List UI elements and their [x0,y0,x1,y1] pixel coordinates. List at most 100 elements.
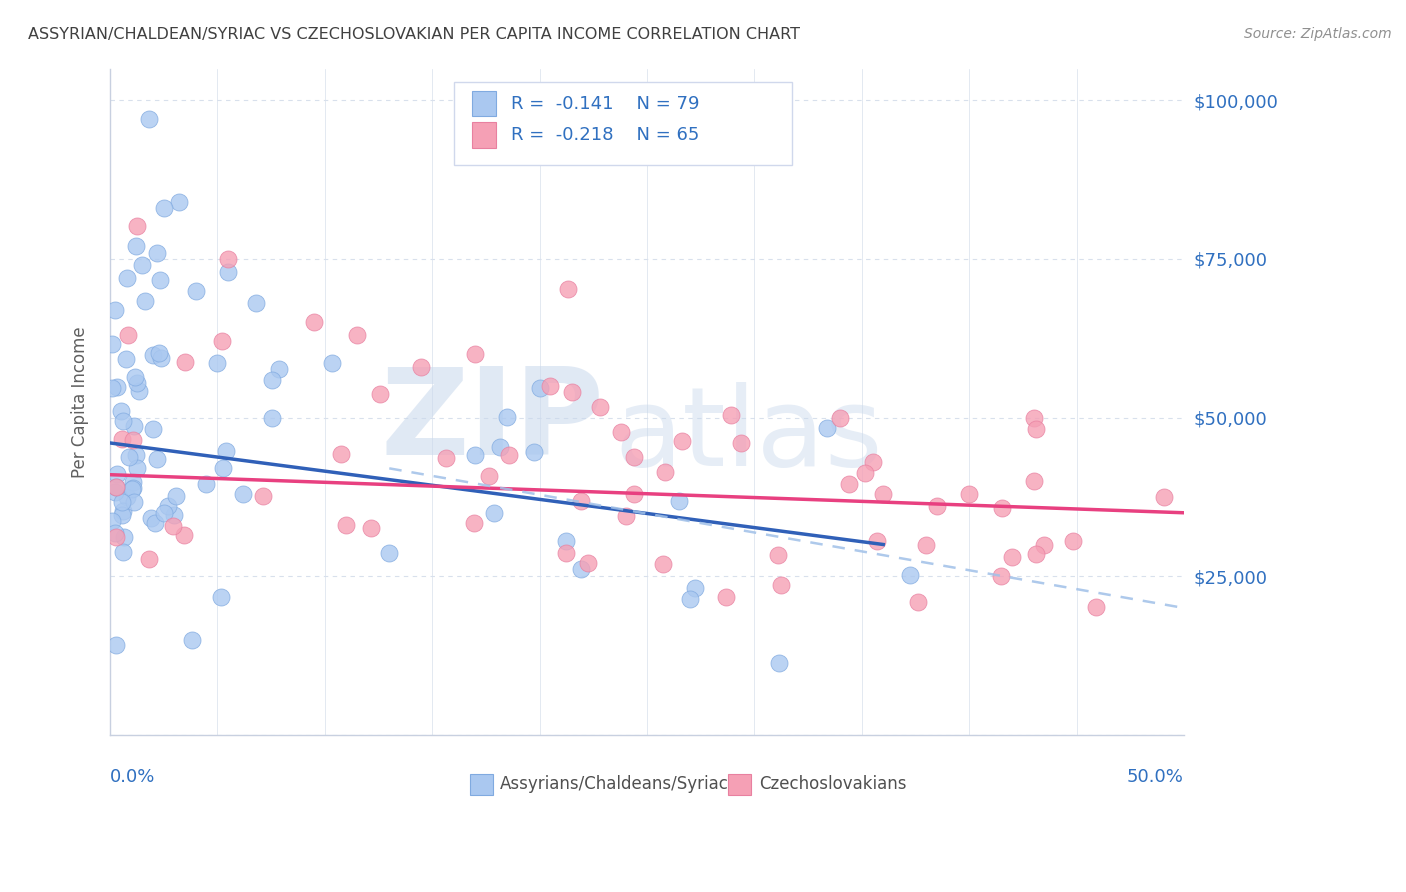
Point [768,549,790,563]
Point [668,494,690,508]
Point [555,546,578,560]
Point [1025,422,1047,436]
Point [957,487,980,501]
Point [121,482,143,496]
Point [114,352,136,367]
Point [489,440,512,454]
Point [652,558,675,572]
Point [212,461,235,475]
Point [104,525,127,540]
Point [122,475,145,489]
Text: Assyrians/Chaldeans/Syriacs: Assyrians/Chaldeans/Syriacs [501,775,738,793]
Point [211,334,233,348]
Point [862,455,884,469]
Point [138,552,160,566]
Point [105,467,128,481]
Point [484,506,506,520]
Text: Czechoslovakians: Czechoslovakians [759,775,907,793]
Point [898,567,921,582]
Point [523,445,546,459]
Point [110,508,132,522]
Point [141,511,163,525]
Point [105,480,128,494]
Point [105,638,128,652]
Point [138,112,160,127]
Point [125,219,148,234]
Point [112,504,135,518]
Point [377,546,399,560]
Text: atlas: atlas [614,382,883,489]
Point [330,447,353,461]
Point [153,506,176,520]
Point [184,284,207,298]
Point [346,328,368,343]
Point [112,530,135,544]
Point [125,461,148,475]
Point [101,381,124,395]
Point [463,516,485,531]
Point [104,302,127,317]
Point [111,495,134,509]
Point [165,489,187,503]
Point [335,517,357,532]
Point [117,450,139,464]
Point [321,356,343,370]
Point [907,595,929,609]
Text: R =  -0.141    N = 79: R = -0.141 N = 79 [510,95,699,113]
Point [146,245,169,260]
Point [124,495,146,509]
Point [498,448,520,462]
Point [148,273,170,287]
Point [770,578,793,592]
Point [105,380,128,394]
Point [217,264,239,278]
Point [1033,537,1056,551]
Point [464,347,486,361]
Text: ZIP: ZIP [380,363,605,480]
Point [496,410,519,425]
Text: 0.0%: 0.0% [110,768,156,786]
Point [990,569,1012,583]
Point [111,545,134,559]
Point [768,657,790,671]
Point [569,562,592,576]
Y-axis label: Per Capita Income: Per Capita Income [72,326,89,477]
Point [112,414,135,428]
Text: Source: ZipAtlas.com: Source: ZipAtlas.com [1244,27,1392,41]
Point [1022,410,1045,425]
Point [117,490,139,504]
Point [368,387,391,401]
Point [555,533,578,548]
Point [614,509,637,524]
Point [838,476,860,491]
Bar [470,773,494,795]
Point [815,420,838,434]
Point [720,408,742,422]
Point [538,379,561,393]
Point [730,436,752,450]
Point [557,282,579,296]
Point [1085,599,1108,614]
Point [105,530,128,544]
Point [1062,534,1084,549]
Point [209,590,232,604]
Point [125,239,148,253]
Point [122,434,145,448]
FancyBboxPatch shape [454,82,792,165]
Point [104,484,127,499]
Point [207,356,229,370]
Point [194,476,217,491]
Point [478,468,501,483]
Point [716,591,738,605]
Point [162,519,184,533]
Point [128,384,150,399]
Point [872,487,894,501]
Point [131,258,153,272]
Point [260,411,283,425]
Text: ASSYRIAN/CHALDEAN/SYRIAC VS CZECHOSLOVAKIAN PER CAPITA INCOME CORRELATION CHART: ASSYRIAN/CHALDEAN/SYRIAC VS CZECHOSLOVAK… [28,27,800,42]
Point [101,514,124,528]
Point [679,592,702,607]
Point [122,418,145,433]
Point [855,466,877,480]
Point [1153,490,1175,504]
